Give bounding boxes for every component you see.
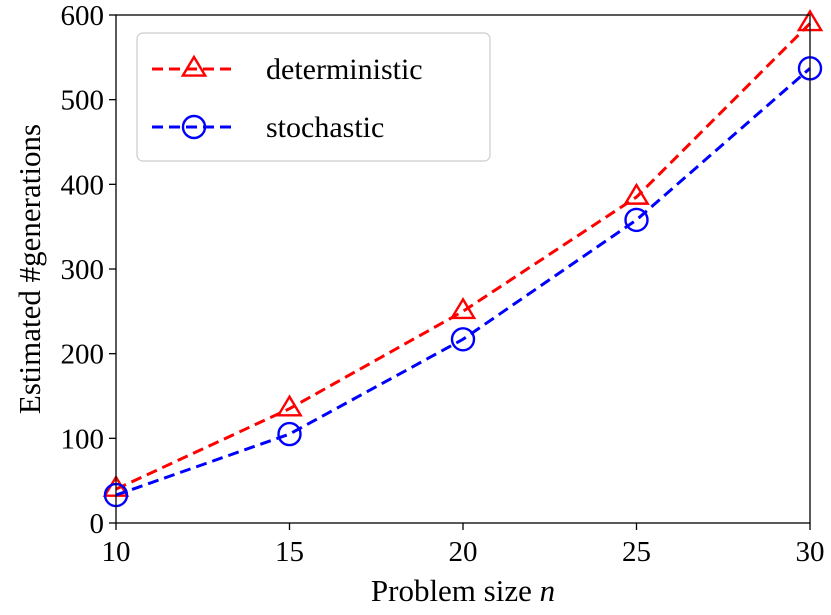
- data-point-stochastic: [277, 421, 302, 447]
- legend-entry-deterministic: deterministic: [152, 53, 423, 86]
- y-tick-label: 600: [61, 0, 105, 32]
- legend-box: [136, 32, 491, 162]
- y-tick-label: 400: [61, 169, 105, 201]
- y-tick-label: 300: [61, 254, 105, 286]
- series-line-stochastic: [115, 67, 811, 497]
- legend-items: deterministic stochastic: [152, 53, 423, 144]
- data-point-stochastic: [450, 327, 476, 352]
- x-tick-label: 10: [102, 536, 131, 568]
- legend-marker: [181, 114, 207, 140]
- data-point-deterministic: [623, 182, 650, 205]
- x-tick-label: 20: [449, 536, 478, 568]
- legend-entry-stochastic: stochastic: [152, 111, 384, 144]
- data-point-deterministic: [449, 297, 477, 320]
- data-point-deterministic: [276, 394, 303, 417]
- y-axis-label: Estimated #generations: [12, 124, 47, 414]
- y-tick-label: 100: [61, 423, 105, 455]
- series-line-deterministic: [115, 22, 812, 491]
- x-axis-label-text: Problem size: [371, 573, 532, 608]
- x-tick-label: 25: [622, 536, 651, 568]
- y-tick-label: 0: [90, 508, 105, 540]
- legend-marker: [180, 54, 208, 77]
- x-tick-label: 30: [796, 536, 825, 568]
- x-tick-label: 15: [275, 536, 304, 568]
- legend-label: stochastic: [266, 111, 384, 144]
- y-tick-label: 500: [61, 85, 105, 117]
- legend: deterministic stochastic: [136, 32, 491, 162]
- y-tick-label: 200: [61, 339, 105, 371]
- x-axis-label-variable: n: [540, 573, 556, 608]
- data-point-stochastic: [624, 207, 649, 233]
- x-axis-label: Problem size n: [371, 573, 555, 608]
- legend-label: deterministic: [266, 53, 423, 86]
